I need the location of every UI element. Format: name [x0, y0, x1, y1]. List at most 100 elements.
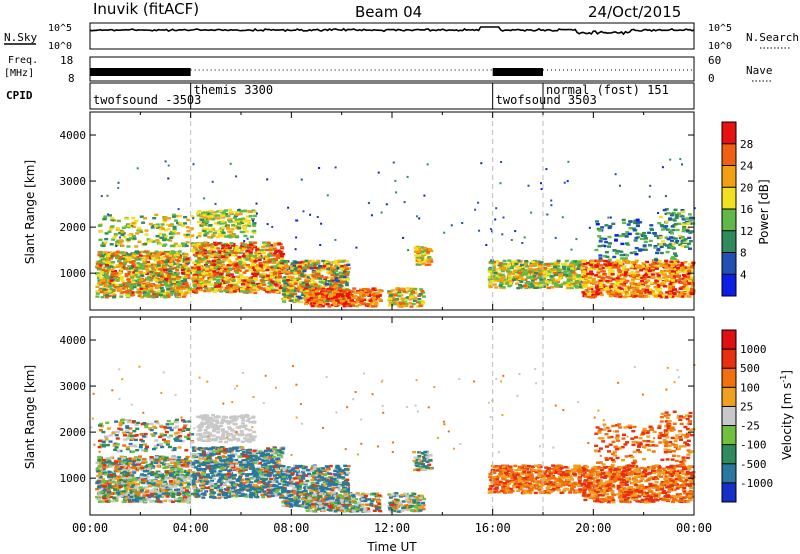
- echo-cell: [659, 236, 664, 239]
- echo-cell: [205, 265, 210, 268]
- echo-cell: [653, 246, 658, 249]
- echo-cell: [214, 287, 219, 291]
- echo-cell: [660, 228, 665, 231]
- echo-cell: [168, 287, 173, 291]
- echo-cell: [209, 274, 214, 278]
- echo-cell: [121, 265, 126, 268]
- echo-cell: [214, 251, 219, 255]
- echo-cell: [309, 267, 314, 270]
- echo-cell: [186, 233, 190, 237]
- echo-cell: [238, 208, 241, 211]
- echo-cell: [344, 296, 349, 299]
- echo-cell: [670, 239, 674, 242]
- echo-cell: [202, 229, 207, 233]
- echo-cell: [628, 222, 631, 225]
- echo-cell: [338, 279, 343, 282]
- echo-cell: [193, 247, 198, 251]
- echo-cell: [163, 218, 168, 222]
- echo-cell: [246, 263, 250, 267]
- echo-cell: [290, 267, 295, 270]
- echo-cell: [658, 290, 663, 293]
- echo-cell: [672, 219, 677, 222]
- echo-cell: [165, 271, 170, 274]
- echo-cell: [611, 293, 616, 297]
- echo-cell: [107, 230, 112, 233]
- echo-cell: [390, 289, 395, 292]
- echo-cell: [429, 249, 434, 253]
- echo-cell: [553, 265, 557, 269]
- echo-cell: [126, 224, 131, 227]
- echo-cell: [314, 292, 319, 296]
- echo-cell: [624, 286, 629, 290]
- echo-cell: [181, 276, 186, 279]
- echo-cell: [136, 262, 141, 265]
- echo-cell: [201, 223, 206, 226]
- echo-cell: [307, 259, 312, 263]
- echo-cell: [259, 256, 264, 259]
- echo-cell: [254, 278, 259, 281]
- echo-cell: [282, 300, 287, 303]
- echo-cell: [203, 210, 208, 214]
- echo-cell: [289, 264, 294, 267]
- echo-cell: [221, 253, 226, 257]
- echo-cell: [323, 284, 328, 287]
- echo-cell: [231, 253, 236, 257]
- echo-cell: [576, 267, 581, 271]
- echo-cell: [101, 244, 106, 247]
- echo-cell: [212, 275, 217, 278]
- echo-cell: [334, 296, 338, 299]
- echo-cell: [241, 283, 245, 286]
- echo-cell: [103, 266, 108, 269]
- echo-cell: [137, 294, 142, 298]
- echo-cell: [355, 298, 360, 301]
- echo-cell: [278, 276, 282, 279]
- echo-cell: [135, 256, 139, 259]
- echo-cell: [145, 277, 150, 281]
- echo-cell: [342, 296, 347, 299]
- echo-cell: [683, 294, 688, 298]
- echo-cell: [248, 253, 253, 256]
- echo-cell: [284, 290, 289, 293]
- echo-cell: [689, 289, 694, 292]
- echo-cell: [320, 285, 325, 289]
- echo-cell: [108, 263, 112, 266]
- echo-cell: [631, 274, 636, 277]
- echo-cell: [660, 269, 664, 273]
- echo-cell: [248, 215, 253, 218]
- echo-cell: [250, 288, 255, 292]
- echo-cell: [633, 251, 637, 254]
- echo-cell: [265, 257, 269, 260]
- echo-cell: [124, 274, 129, 278]
- echo-cell: [510, 279, 515, 283]
- echo-cell: [304, 278, 309, 281]
- echo-cell: [265, 268, 270, 272]
- echo-cell: [334, 270, 339, 273]
- echo-cell: [526, 276, 531, 279]
- echo-cell: [147, 294, 152, 298]
- echo-cell: [670, 232, 674, 235]
- echo-cell: [278, 264, 283, 267]
- echo-cell: [276, 249, 281, 252]
- echo-cell: [331, 270, 336, 273]
- echo-cell: [137, 281, 142, 285]
- echo-cell: [225, 244, 230, 247]
- echo-cell: [238, 274, 243, 277]
- echo-cell: [611, 278, 616, 281]
- echo-cell: [499, 282, 504, 286]
- echo-cell: [198, 250, 203, 254]
- echo-cell: [313, 263, 318, 266]
- echo-cell: [151, 224, 156, 227]
- echo-cell: [231, 233, 236, 236]
- echo-cell: [621, 284, 626, 287]
- echo-cell: [162, 238, 167, 242]
- echo-cell: [596, 281, 601, 284]
- echo-cell: [200, 258, 205, 261]
- echo-cell: [99, 250, 104, 254]
- echo-cell: [172, 288, 177, 292]
- echo-cell: [664, 225, 669, 228]
- echo-cell: [511, 272, 516, 275]
- echo-cell: [164, 235, 169, 238]
- echo-cell: [234, 269, 239, 273]
- echo-cell: [520, 285, 525, 288]
- echo-cell: [216, 263, 221, 267]
